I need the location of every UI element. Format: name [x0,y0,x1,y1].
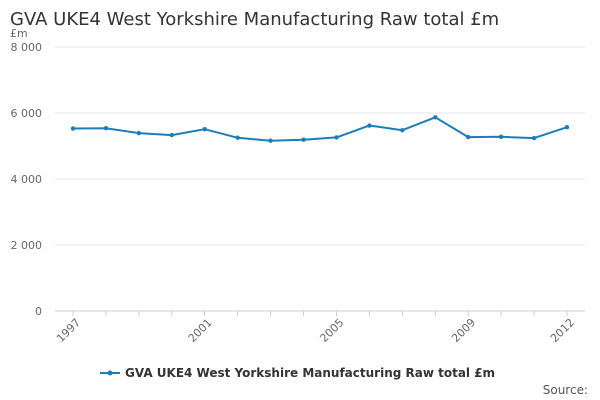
x-tick-label: 2009 [449,316,478,345]
y-axis: 0 2 000 4 000 6 000 8 000 [11,41,43,318]
data-point [564,124,570,130]
series-line [72,116,568,142]
data-point [433,115,438,120]
data-point [498,134,504,139]
data-point [202,126,207,132]
y-tick-label: 2 000 [11,239,43,252]
legend[interactable]: GVA UKE4 West Yorkshire Manufacturing Ra… [100,366,495,380]
x-tick-label: 2005 [317,316,346,345]
data-point [466,134,471,140]
y-tick-label: 0 [35,305,42,318]
data-point [334,135,339,140]
data-point [367,123,372,128]
data-point [235,135,240,140]
legend-marker [107,370,113,376]
data-point [103,125,109,131]
data-point [268,138,273,143]
data-point [136,130,142,136]
y-unit-label: £m [10,27,28,40]
source-label: Source: [543,383,588,397]
data-point [70,126,76,131]
data-point [169,132,174,138]
data-point [531,135,537,141]
y-tick-label: 8 000 [11,41,43,54]
x-tick-label: 2001 [186,316,215,345]
x-tick-label: 1997 [54,316,83,345]
y-tick-label: 4 000 [11,173,43,186]
x-axis: 1997 2001 2005 2009 2012 [54,311,577,345]
y-tick-label: 6 000 [11,107,43,120]
x-tick-label: 2012 [548,316,577,345]
legend-label: GVA UKE4 West Yorkshire Manufacturing Ra… [125,366,495,380]
series-layer [70,115,570,143]
chart-title: GVA UKE4 West Yorkshire Manufacturing Ra… [10,9,499,30]
data-point [301,137,306,142]
data-point [400,127,405,133]
gridlines [55,46,585,312]
